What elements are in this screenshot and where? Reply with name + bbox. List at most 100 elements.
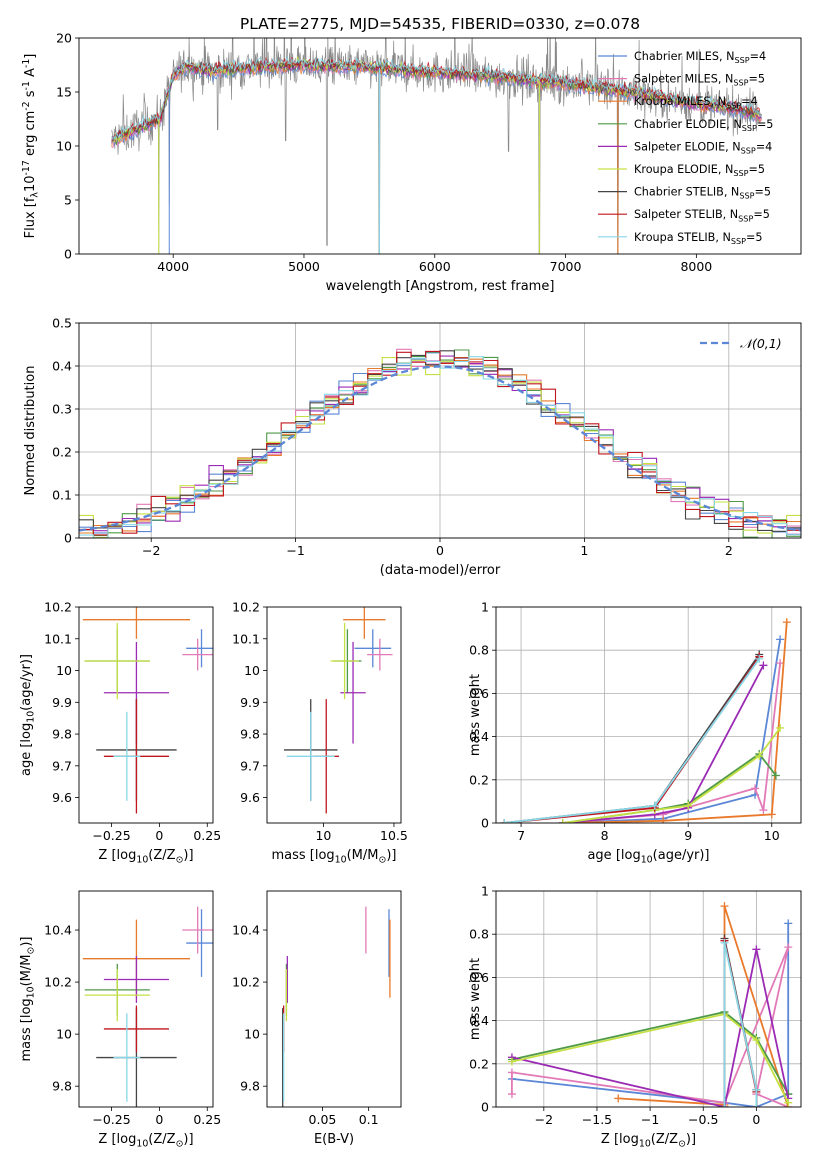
weight_vs_age-grid	[496, 606, 801, 824]
label-text: =5	[757, 118, 774, 131]
weight-point-kroupa_stelib	[755, 654, 764, 663]
normal-curve	[79, 365, 801, 532]
x-tick-label: 7	[517, 828, 525, 843]
label-text: (M/M	[19, 954, 34, 986]
label-text: Chabrier STELIB, N	[634, 186, 739, 199]
label-text: s	[23, 90, 38, 101]
legend-label-kroupa_miles: Kroupa MILES, NSSP​=4	[634, 95, 758, 110]
weight-point-kroupa_elodie	[784, 1098, 793, 1107]
x-axis-label: wavelength [Angstrom, rest frame]	[326, 279, 555, 294]
label-text: (Z/Z	[651, 1132, 678, 1147]
y-tick-label: 10.4	[44, 923, 72, 938]
y-tick-label: 0	[64, 247, 72, 262]
x-tick-label: 8000	[680, 259, 712, 274]
age_vs_z-frame	[78, 606, 214, 824]
label-subscript: 10	[639, 1139, 651, 1150]
weight-line-kroupa_stelib	[723, 942, 758, 1107]
y-tick-label: 0.2	[469, 1056, 489, 1071]
x-tick-label: 5000	[288, 259, 320, 274]
age_vs_mass-axes: 10 10.5 9.6 9.7 9.8 9.9 10 10.1 10.2 mass [log10​…	[232, 600, 408, 866]
chart-title: PLATE=2775, MJD=54535, FIBERID=0330, z=0…	[240, 15, 640, 33]
y-tick-label: 9.6	[52, 790, 72, 805]
label-subscript: SSP	[733, 168, 748, 178]
label-subscript: ⊙	[176, 855, 184, 866]
label-text: Z [log	[98, 848, 136, 863]
histogram-kroupa_stelib	[79, 356, 801, 538]
label-text: )]	[386, 848, 396, 863]
y-tick-label: 1	[481, 884, 489, 899]
weight-point-kroupa_stelib	[720, 938, 729, 947]
weight-point-kroupa_stelib	[720, 1103, 729, 1107]
weight_vs_z-axes: −2 −1.5 −1 −0.5 0 0 0.2 0.4 0.6 0.8 1 Z [log10​(Z/Z…	[468, 884, 802, 1150]
y-tick-label: 10	[244, 1027, 260, 1042]
x-tick-label: 10	[315, 828, 331, 843]
y-tick-label: 15	[56, 85, 72, 100]
weight-point-salpeter_miles	[507, 1090, 516, 1099]
label-subscript: λ	[30, 192, 41, 198]
label-text: =5	[754, 186, 771, 199]
label-text: (age/yr)]	[19, 654, 34, 711]
weight-point-salpeter_miles	[751, 784, 760, 793]
legend-label-chabrier_miles: Chabrier MILES, NSSP​=4	[634, 50, 766, 65]
label-subscript: ⊙	[26, 947, 37, 955]
legend-label-normal: 𝒩(0,1)	[740, 336, 782, 351]
y-tick-label: 1	[481, 600, 489, 615]
weight_vs_z-grid	[496, 890, 801, 1108]
label-subscript: ⊙	[379, 855, 387, 866]
label-text: Chabrier ELODIE, N	[634, 118, 742, 131]
legend-label-salpeter_stelib: Salpeter STELIB, NSSP​=5	[634, 208, 770, 223]
mass_vs_ebv-axes: 0.05 0.1 9.8 10 10.2 10.4 E(B-V)	[232, 890, 402, 1147]
label-math: 𝒩(0,1)	[740, 336, 782, 351]
label-text: wavelength [Angstrom, rest frame]	[326, 279, 555, 294]
y-axis-label: mass [log10​(M/M⊙​)]	[19, 936, 37, 1061]
weight-line-kroupa_elodie	[511, 1013, 790, 1104]
label-text: (age/yr)]	[653, 848, 710, 863]
x-axis-label: mass [log10​(M/M⊙​)]	[271, 848, 396, 866]
y-axis-label: Flux [fλ​10-17​ erg cm-2​ s-1​ A-1​]	[21, 54, 40, 239]
label-text: mass weight	[468, 958, 483, 1040]
x-axis-label: E(B-V)	[314, 1132, 354, 1147]
label-subscript: 10	[335, 855, 347, 866]
label-subscript: SSP	[742, 123, 757, 133]
legend-label-chabrier_elodie: Chabrier ELODIE, NSSP​=5	[634, 118, 773, 133]
spectrum-axes: 4000 5000 6000 7000 8000 0 5 10 15 20 wavelength […	[21, 31, 802, 294]
y-tick-label: 10	[56, 1027, 72, 1042]
y-tick-label: 9.9	[240, 695, 260, 710]
label-text: Salpeter MILES, N	[634, 73, 733, 86]
y-tick-label: 10.2	[232, 600, 260, 615]
x-tick-label: 0	[155, 1112, 163, 1127]
weight-point-kroupa_miles	[782, 618, 791, 627]
legend-label-salpeter_elodie: Salpeter ELODIE, NSSP​=4	[634, 140, 772, 155]
y-tick-label: 0.4	[52, 359, 72, 374]
y-tick-label: 0.2	[52, 445, 72, 460]
weight-point-chabrier_miles	[776, 635, 785, 644]
weight_vs_age-axes: 7 8 9 10 0 0.2 0.4 0.6 0.8 1 age [log10​(age/yr)] m…	[468, 600, 802, 866]
label-subscript: SSP	[734, 55, 749, 65]
label-text: Normed distribution	[23, 366, 38, 496]
label-text: age [log	[587, 848, 640, 863]
label-text: )]	[19, 936, 34, 946]
label-text: =4	[741, 95, 758, 108]
x-tick-label: 9	[684, 828, 692, 843]
label-subscript: 10	[136, 855, 148, 866]
y-tick-label: 9.8	[52, 1079, 72, 1094]
y-tick-label: 9.6	[240, 790, 260, 805]
x-tick-label: 2	[725, 543, 733, 558]
label-text: )]	[183, 848, 193, 863]
label-subscript: 10	[26, 986, 37, 998]
weight-point-kroupa_stelib	[500, 819, 509, 823]
age_vs_mass-marks	[283, 607, 393, 814]
weight-point-kroupa_stelib	[650, 801, 659, 810]
weight_vs_age-marks	[500, 618, 791, 823]
label-subscript: SSP	[726, 100, 741, 110]
residuals-frame	[78, 322, 802, 539]
weight-line-salpeter_elodie	[562, 664, 765, 823]
label-subscript: SSP	[739, 191, 754, 201]
weight-point-kroupa_miles	[767, 810, 776, 819]
y-tick-label: 10	[56, 139, 72, 154]
y-tick-label: 0.2	[469, 772, 489, 787]
x-axis-label: (data-model)/error	[380, 563, 501, 578]
age_vs_mass-frame	[266, 606, 402, 824]
label-subscript: ⊙	[176, 1139, 184, 1150]
